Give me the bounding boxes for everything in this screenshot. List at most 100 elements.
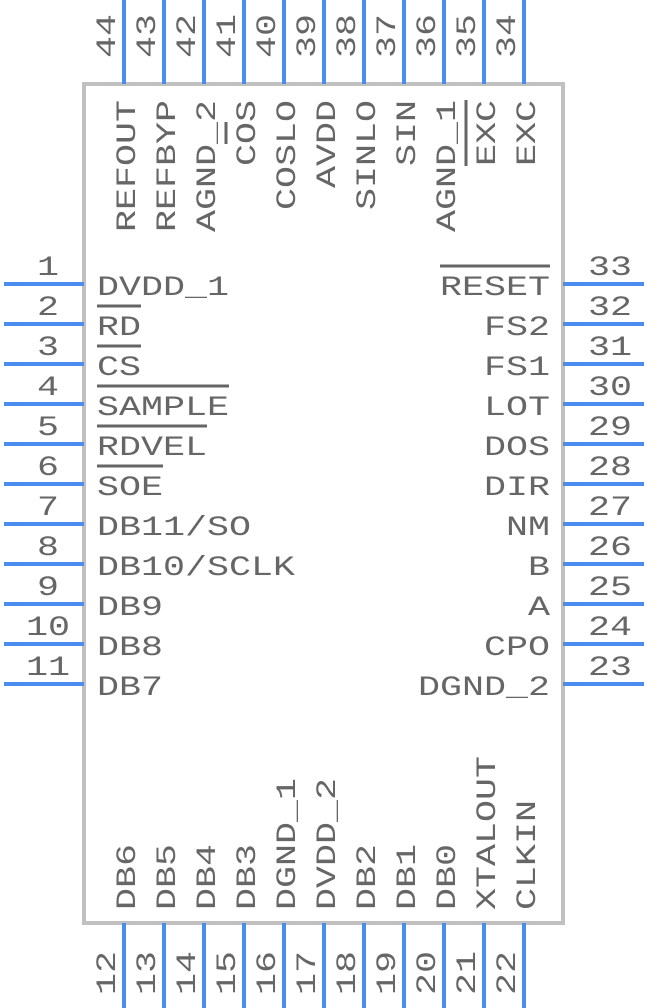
pin-30[interactable]: 30 LOT [484, 373, 644, 424]
pin-2[interactable]: 2 RD [4, 293, 141, 344]
pin-31[interactable]: 31 FS1 [484, 333, 644, 384]
pin-label: CLKIN [513, 800, 544, 910]
pin-29[interactable]: 29 DOS [484, 413, 644, 464]
pin-label: XTALOUT [473, 756, 504, 910]
pin-label: DB8 [97, 633, 163, 664]
pin-10[interactable]: 10 DB8 [4, 613, 163, 664]
pin-number: 22 [493, 951, 524, 995]
pin-23[interactable]: 23 DGND_2 [418, 653, 644, 704]
pin-label: RDVEL [97, 433, 207, 464]
pin-label: DB11/SO [97, 513, 251, 544]
pin-12[interactable]: 12 DB6 [93, 844, 144, 1008]
pin-label: A [528, 593, 550, 624]
pin-number: 17 [293, 951, 324, 995]
pin-19[interactable]: 19 DB1 [373, 844, 424, 1008]
pin-label: COS [233, 100, 264, 166]
pin-8[interactable]: 8 DB10/SCLK [4, 533, 295, 584]
pin-34[interactable]: 34 EXC [493, 0, 544, 166]
pin-number: 10 [26, 613, 70, 644]
pin-label: DB6 [113, 844, 144, 910]
pin-number: 9 [37, 573, 59, 604]
pin-number: 1 [37, 253, 59, 284]
pin-38[interactable]: 38 SINLO [333, 0, 384, 210]
pin-4[interactable]: 4 SAMPLE [4, 373, 229, 424]
pin-14[interactable]: 14 DB4 [173, 844, 224, 1008]
pin-label: DIR [484, 473, 550, 504]
pin-label: RESET [440, 273, 550, 304]
pin-label: DVDD_1 [97, 273, 229, 304]
pin-35[interactable]: 35 EXC [453, 0, 504, 166]
pin-1[interactable]: 1 DVDD_1 [4, 253, 229, 304]
pin-17[interactable]: 17 DVDD_2 [293, 778, 344, 1008]
pin-number: 6 [37, 453, 59, 484]
pin-label: DB0 [433, 844, 464, 910]
pin-number: 11 [26, 653, 70, 684]
pin-label: DB3 [233, 844, 264, 910]
pin-label: CS [97, 353, 141, 384]
pin-13[interactable]: 13 DB5 [133, 844, 184, 1008]
pin-43[interactable]: 43 REFBYP [133, 0, 184, 232]
pin-label: AGND_1 [433, 100, 464, 232]
pin-39[interactable]: 39 AVDD [293, 0, 344, 188]
pin-number: 21 [453, 951, 484, 995]
pin-label: AGND_2 [193, 100, 224, 232]
pin-28[interactable]: 28 DIR [484, 453, 644, 504]
pin-label: COSLO [273, 100, 304, 210]
pin-7[interactable]: 7 DB11/SO [4, 493, 251, 544]
pin-number: 26 [588, 533, 632, 564]
pin-number: 25 [588, 573, 632, 604]
pin-label: LOT [484, 393, 550, 424]
pin-number: 37 [373, 14, 404, 58]
pin-number: 2 [37, 293, 59, 324]
pin-label: SOE [97, 473, 163, 504]
pin-33[interactable]: 33 RESET [440, 253, 644, 304]
pin-15[interactable]: 15 DB3 [213, 844, 264, 1008]
pin-number: 27 [588, 493, 632, 524]
pin-label: DB10/SCLK [97, 553, 295, 584]
pin-number: 44 [93, 14, 124, 58]
pin-5[interactable]: 5 RDVEL [4, 413, 207, 464]
pin-number: 20 [413, 951, 444, 995]
pin-label: DB9 [97, 593, 163, 624]
pin-11[interactable]: 11 DB7 [4, 653, 163, 704]
pin-number: 40 [253, 14, 284, 58]
pin-label: NM [506, 513, 550, 544]
pin-32[interactable]: 32 FS2 [484, 293, 644, 344]
pin-22[interactable]: 22 CLKIN [493, 800, 544, 1008]
pin-number: 13 [133, 951, 164, 995]
pin-3[interactable]: 3 CS [4, 333, 141, 384]
pin-40[interactable]: 40 COSLO [253, 0, 304, 210]
pin-number: 35 [453, 14, 484, 58]
pin-21[interactable]: 21 XTALOUT [453, 756, 504, 1008]
pin-37[interactable]: 37 SIN [373, 0, 424, 166]
pin-6[interactable]: 6 SOE [4, 453, 163, 504]
pin-41[interactable]: 41 COS [213, 0, 264, 166]
pin-label: DB7 [97, 673, 163, 704]
pin-24[interactable]: 24 CPO [484, 613, 644, 664]
pin-44[interactable]: 44 REFOUT [93, 0, 144, 232]
pin-label: B [528, 553, 550, 584]
pin-label: DB2 [353, 844, 384, 910]
pin-26[interactable]: 26 B [528, 533, 644, 584]
pin-label: REFBYP [153, 100, 184, 232]
pin-number: 15 [213, 951, 244, 995]
pin-number: 29 [588, 413, 632, 444]
pin-number: 16 [253, 951, 284, 995]
pin-number: 7 [37, 493, 59, 524]
pin-25[interactable]: 25 A [528, 573, 644, 624]
pin-label: DGND_1 [273, 778, 304, 910]
pin-27[interactable]: 27 NM [506, 493, 644, 544]
pin-42[interactable]: 42 AGND_2 [173, 0, 224, 232]
pin-20[interactable]: 20 DB0 [413, 844, 464, 1008]
pin-16[interactable]: 16 DGND_1 [253, 778, 304, 1008]
pin-number: 8 [37, 533, 59, 564]
pin-number: 34 [493, 14, 524, 58]
pin-label: AVDD [313, 100, 344, 188]
pin-36[interactable]: 36 AGND_1 [413, 0, 464, 232]
pin-number: 39 [293, 14, 324, 58]
pin-number: 38 [333, 14, 364, 58]
pin-label: DOS [484, 433, 550, 464]
pin-label: CPO [484, 633, 550, 664]
pin-9[interactable]: 9 DB9 [4, 573, 163, 624]
pin-18[interactable]: 18 DB2 [333, 844, 384, 1008]
